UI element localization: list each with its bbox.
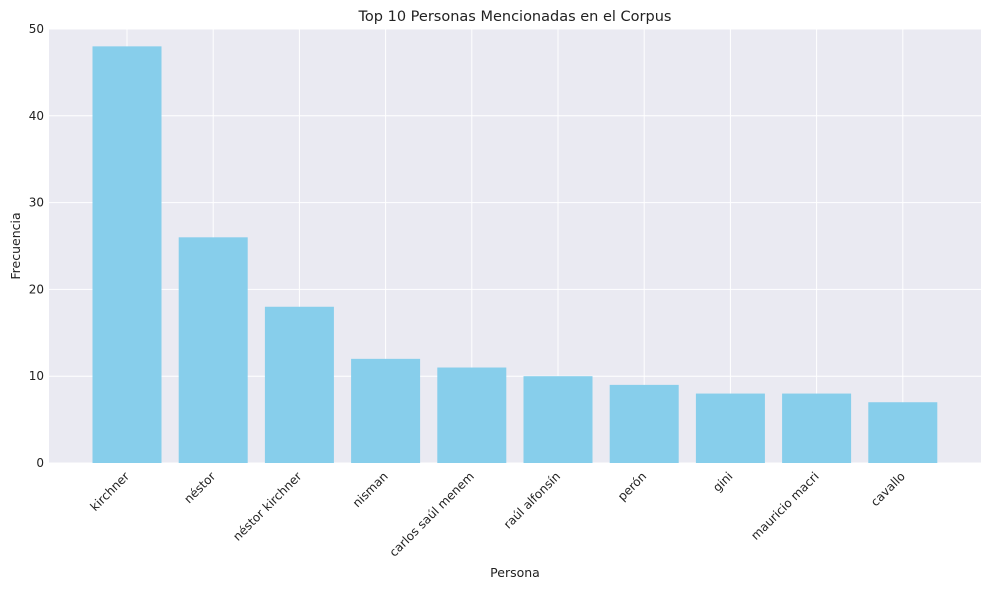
chart-title: Top 10 Personas Mencionadas en el Corpus xyxy=(358,9,672,25)
y-axis-label: Frecuencia xyxy=(8,212,23,279)
bar xyxy=(178,237,248,463)
bar xyxy=(92,46,162,464)
bar xyxy=(523,376,593,463)
y-tick-label: 20 xyxy=(29,282,44,296)
y-tick-label: 50 xyxy=(29,22,44,36)
x-tick-label: néstor kirchner xyxy=(230,469,304,543)
x-axis-label: Persona xyxy=(490,565,540,580)
bar xyxy=(868,402,938,463)
bar xyxy=(351,358,421,463)
bars xyxy=(92,46,938,464)
bar xyxy=(264,306,334,463)
x-tick-label: carlos saúl menem xyxy=(387,469,477,559)
x-tick-label: gini xyxy=(710,469,735,494)
y-axis-ticks: 0 10 20 30 40 50 xyxy=(29,22,44,470)
bar xyxy=(782,393,852,463)
y-tick-label: 30 xyxy=(29,196,44,210)
y-tick-label: 40 xyxy=(29,109,44,123)
x-tick-label: kirchner xyxy=(88,469,133,514)
x-tick-label: raúl alfonsín xyxy=(501,469,563,531)
bar xyxy=(695,393,765,463)
x-tick-label: nisman xyxy=(350,469,391,510)
y-tick-label: 10 xyxy=(29,369,44,383)
x-tick-label: néstor xyxy=(181,469,218,506)
x-tick-label: perón xyxy=(615,469,649,503)
x-tick-label: cavallo xyxy=(868,469,908,509)
y-tick-label: 0 xyxy=(36,456,44,470)
bar xyxy=(437,367,507,463)
x-axis-ticks: kirchner néstor néstor kirchner nismancarlo… xyxy=(88,469,908,559)
bar xyxy=(609,384,679,463)
x-tick-label: mauricio macri xyxy=(748,469,821,542)
